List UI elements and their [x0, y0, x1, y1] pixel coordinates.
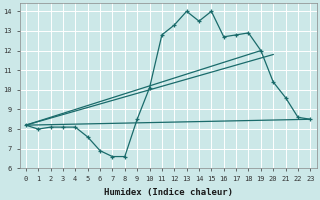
X-axis label: Humidex (Indice chaleur): Humidex (Indice chaleur) — [104, 188, 233, 197]
